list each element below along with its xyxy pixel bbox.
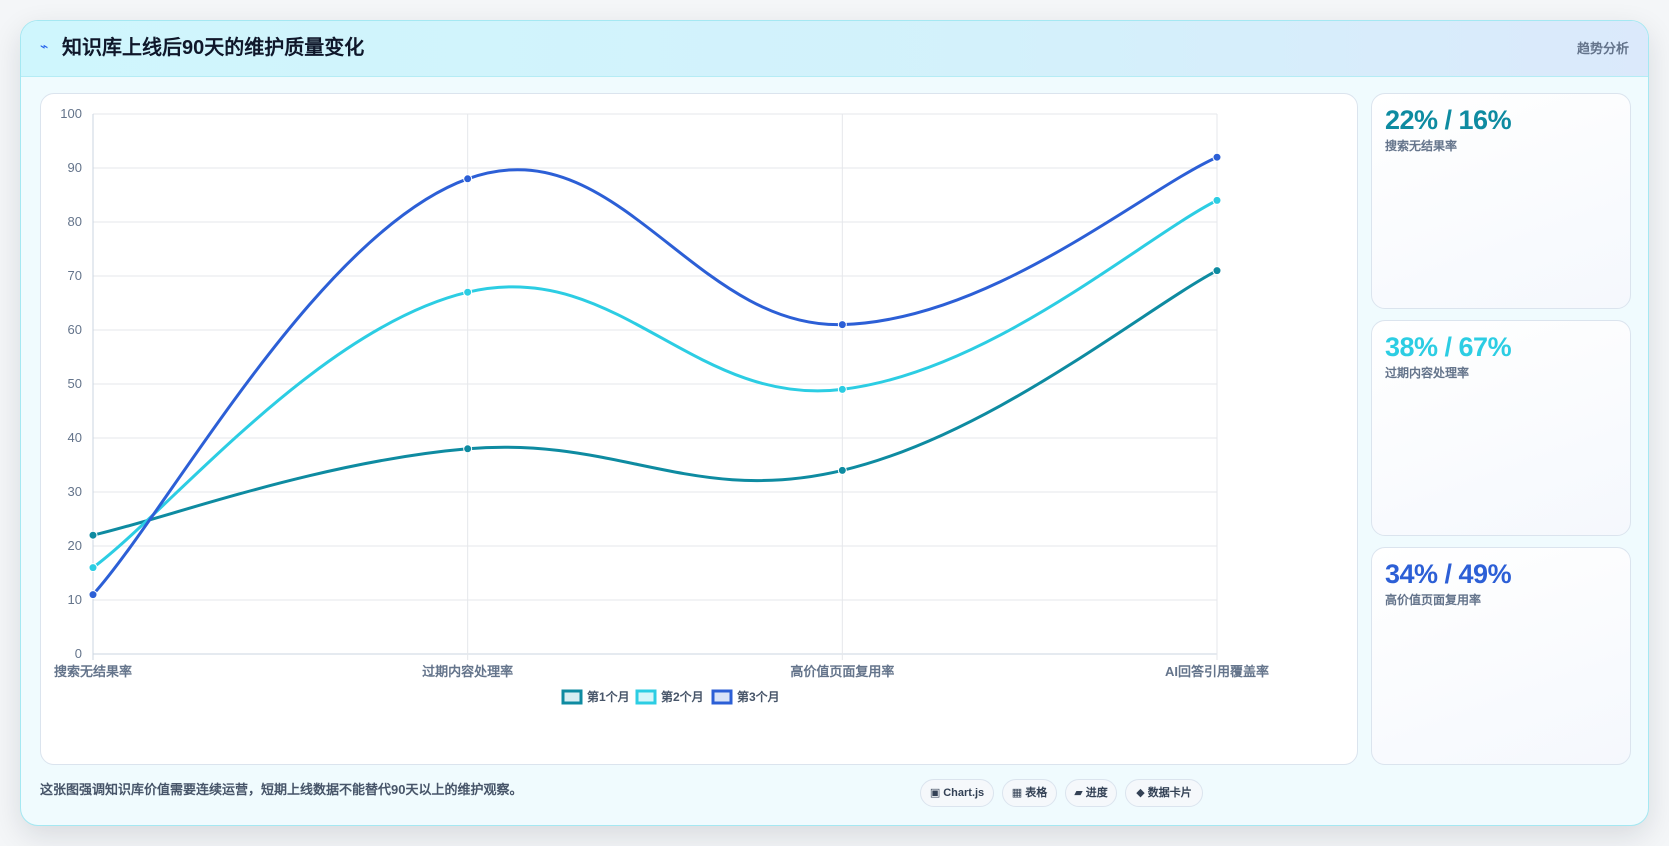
stat-card-search-no-result: 22% / 16% 搜索无结果率: [1371, 93, 1631, 309]
y-tick-label: 30: [68, 484, 82, 499]
data-point: [1212, 152, 1222, 162]
stat-card-high-value-reuse: 34% / 49% 高价值页面复用率: [1371, 547, 1631, 765]
y-tick-label: 20: [68, 538, 82, 553]
y-tick-label: 80: [68, 214, 82, 229]
chip-table[interactable]: ▦ 表格: [1002, 779, 1057, 807]
footer-note: 这张图强调知识库价值需要连续运营，短期上线数据不能替代90天以上的维护观察。: [40, 782, 523, 797]
progress-icon: ▰: [1074, 787, 1083, 799]
x-tick-label: AI回答引用覆盖率: [1165, 664, 1269, 679]
chart-icon: ▣: [929, 787, 941, 799]
card-header: ⌁ 知识库上线后90天的维护质量变化 趋势分析: [21, 21, 1648, 77]
chart-card: ⌁ 知识库上线后90天的维护质量变化 趋势分析 0 10 20 30 40 50 60 70 8…: [20, 20, 1649, 826]
data-point: [837, 384, 847, 394]
y-tick-label: 40: [68, 430, 82, 445]
line-chart: 0 10 20 30 40 50 60 70 80 90 100 搜索无结果率 过期内容处理率 高价值页面…: [54, 106, 1269, 705]
data-point: [463, 174, 473, 184]
data-point: [463, 444, 473, 454]
legend-swatch: [561, 689, 583, 705]
data-point: [88, 590, 98, 600]
y-tick-label: 60: [68, 322, 82, 337]
series-line: [91, 155, 1219, 597]
y-tick-label: 100: [60, 106, 82, 121]
y-tick-label: 0: [75, 646, 82, 661]
series-line: [91, 198, 1219, 570]
data-point: [837, 320, 847, 330]
chip-data-card[interactable]: ◆ 数据卡片: [1125, 779, 1203, 807]
data-point: [1212, 195, 1222, 205]
chip-label: 数据卡片: [1147, 787, 1192, 799]
y-tick-label: 10: [68, 592, 82, 607]
stat-value: 38% / 67%: [1385, 332, 1512, 362]
y-tick-label: 90: [68, 160, 82, 175]
y-tick-label: 70: [68, 268, 82, 283]
chip-chartjs[interactable]: ▣ Chart.js: [920, 779, 994, 807]
x-tick-label: 搜索无结果率: [54, 664, 132, 679]
lightning-icon: ⌁: [40, 38, 49, 54]
data-point: [837, 465, 847, 475]
table-icon: ▦: [1011, 787, 1023, 799]
legend-swatch: [711, 689, 733, 705]
chip-label: 表格: [1025, 787, 1048, 799]
legend-label: 第2个月: [661, 689, 704, 704]
legend-label: 第1个月: [587, 689, 630, 704]
card-icon: ◆: [1136, 787, 1145, 799]
series-line: [91, 269, 1219, 537]
x-tick-label: 高价值页面复用率: [790, 664, 894, 679]
stat-label: 过期内容处理率: [1385, 366, 1470, 380]
header-tag: 趋势分析: [1576, 41, 1629, 56]
page-title: 知识库上线后90天的维护质量变化: [62, 37, 365, 59]
data-point: [1212, 266, 1222, 276]
stat-card-expired-content: 38% / 67% 过期内容处理率: [1371, 320, 1631, 536]
chip-progress[interactable]: ▰ 进度: [1065, 779, 1117, 807]
chip-label: 进度: [1085, 787, 1108, 799]
chart-panel: 0 10 20 30 40 50 60 70 80 90 100 搜索无结果率 过期内容处理率 高价值页面…: [40, 93, 1358, 765]
stat-value: 22% / 16%: [1385, 105, 1512, 135]
legend-label: 第3个月: [737, 689, 780, 704]
chip-label: Chart.js: [943, 787, 985, 799]
stat-label: 搜索无结果率: [1385, 139, 1458, 153]
legend-swatch: [635, 689, 657, 705]
data-point: [88, 563, 98, 573]
data-point: [463, 287, 473, 297]
data-point: [88, 530, 98, 540]
x-tick-label: 过期内容处理率: [422, 664, 513, 679]
stat-label: 高价值页面复用率: [1385, 593, 1482, 607]
y-tick-label: 50: [68, 376, 82, 391]
stat-value: 34% / 49%: [1385, 559, 1512, 589]
